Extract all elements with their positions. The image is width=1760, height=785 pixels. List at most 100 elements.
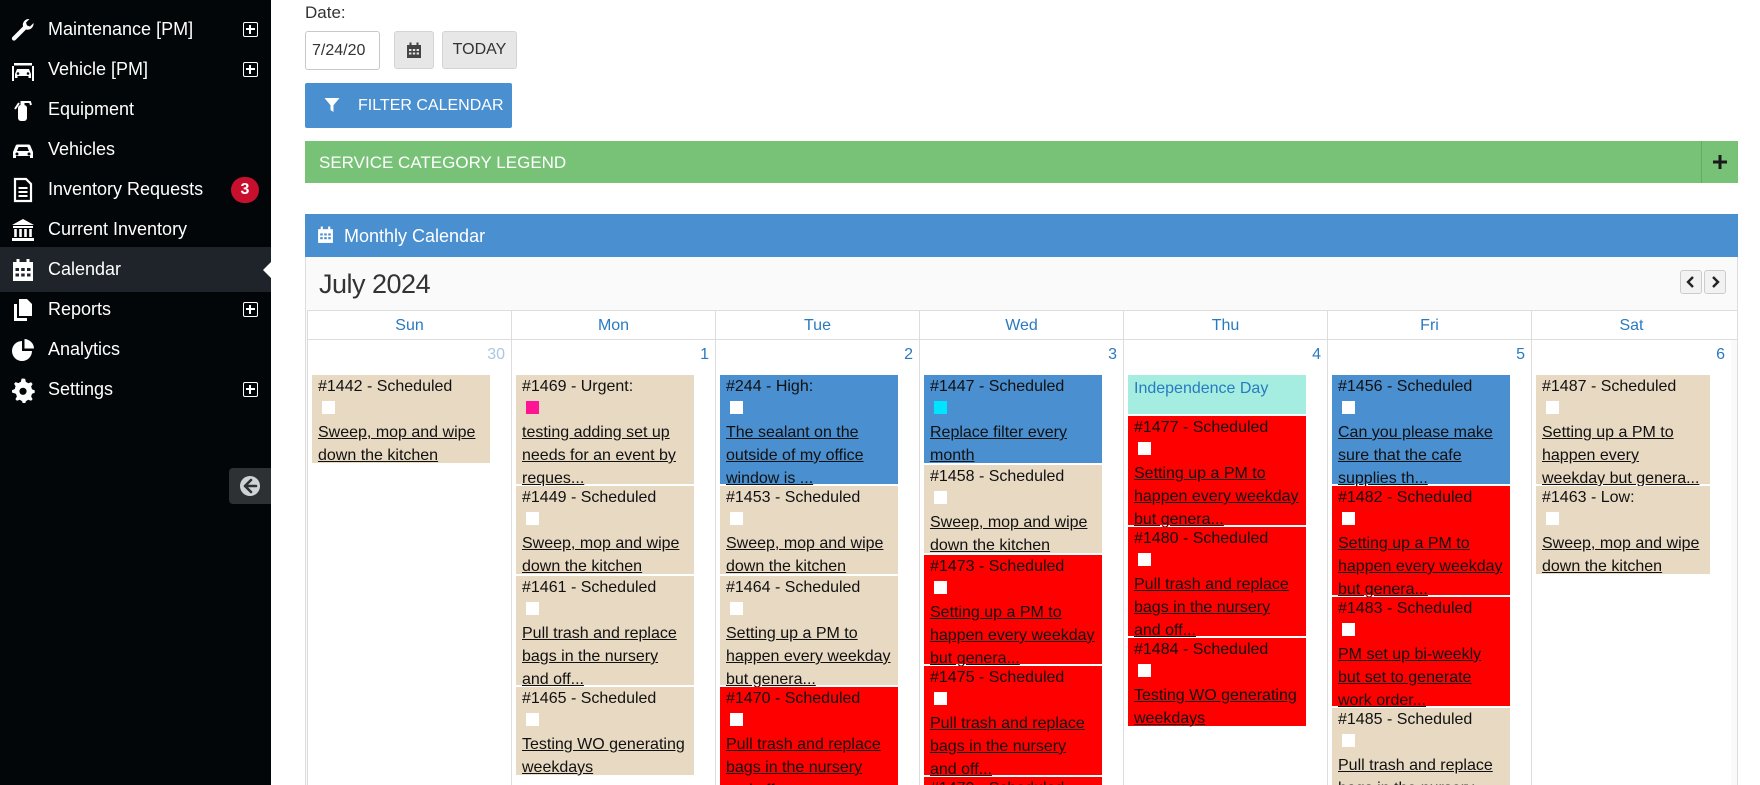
day-cell[interactable]: 4 Independence Day #1477 - Scheduled Settin… [1123, 340, 1327, 785]
today-button[interactable]: TODAY [442, 31, 517, 69]
sidebar-item-current-inventory[interactable]: Current Inventory [0, 207, 271, 252]
event-status-checkbox[interactable] [1138, 553, 1151, 566]
event-status-checkbox[interactable] [730, 713, 743, 726]
event-status-checkbox[interactable] [934, 581, 947, 594]
expand-plus-icon[interactable] [243, 22, 258, 37]
calendar-event[interactable]: #1487 - Scheduled Setting up a PM to happ… [1536, 375, 1710, 487]
sidebar-item-analytics[interactable]: Analytics [0, 327, 271, 372]
event-status-checkbox[interactable] [526, 512, 539, 525]
day-number[interactable]: 1 [700, 346, 709, 363]
event-status-checkbox[interactable] [526, 602, 539, 615]
holiday-event[interactable]: Independence Day [1128, 375, 1306, 414]
expand-plus-icon[interactable] [243, 382, 258, 397]
event-status-checkbox[interactable] [934, 491, 947, 504]
event-status-checkbox[interactable] [1546, 512, 1559, 525]
event-status-checkbox[interactable] [526, 401, 539, 414]
calendar-event[interactable]: #1456 - Scheduled Can you please make sur… [1332, 375, 1510, 487]
calendar-event[interactable]: #1465 - Scheduled Testing WO generating w… [516, 687, 694, 776]
calendar-event[interactable]: #1442 - Scheduled Sweep, mop and wipe dow… [312, 375, 490, 464]
sidebar-item-maintenance-pm[interactable]: Maintenance [PM] [0, 7, 271, 52]
calendar-event[interactable]: #244 - High: The sealant on the outside o… [720, 375, 898, 487]
service-category-legend-toggle[interactable]: SERVICE CATEGORY LEGEND [305, 141, 1738, 183]
sidebar-item-inventory-requests[interactable]: Inventory Requests 3 [0, 167, 271, 212]
event-status-checkbox[interactable] [1138, 442, 1151, 455]
calendar-event[interactable]: #1483 - Scheduled PM set up bi-weekly but… [1332, 597, 1510, 709]
prev-month-button[interactable] [1680, 270, 1702, 294]
event-status-checkbox[interactable] [1546, 401, 1559, 414]
calendar-event[interactable]: #1461 - Scheduled Pull trash and replace … [516, 576, 694, 688]
calendar-event[interactable]: #1470 - Scheduled Pull trash and replace … [720, 687, 898, 785]
day-cell[interactable]: 2 #244 - High: The sealant on the outside … [715, 340, 919, 785]
day-cell[interactable]: 30 #1442 - Scheduled Sweep, mop and wipe d… [307, 340, 511, 785]
date-picker-button[interactable] [394, 31, 434, 69]
event-status-checkbox[interactable] [730, 602, 743, 615]
calendar-event[interactable]: #1484 - Scheduled Testing WO generating w… [1128, 638, 1306, 727]
sidebar-item-settings[interactable]: Settings [0, 367, 271, 412]
event-description-link[interactable]: Setting up a PM to happen every weekday … [1542, 424, 1700, 487]
expand-plus-icon[interactable] [243, 62, 258, 77]
expand-plus-icon[interactable] [243, 302, 258, 317]
event-description-link[interactable]: Pull trash and replace bags in the nurse… [522, 625, 677, 688]
event-status-checkbox[interactable] [730, 401, 743, 414]
calendar-event[interactable]: #1449 - Scheduled Sweep, mop and wipe dow… [516, 486, 694, 575]
calendar-event[interactable]: #1453 - Scheduled Sweep, mop and wipe dow… [720, 486, 898, 575]
event-description-link[interactable]: Setting up a PM to happen every weekday … [930, 604, 1095, 667]
event-status-checkbox[interactable] [1342, 623, 1355, 636]
calendar-event[interactable]: #1477 - Scheduled Setting up a PM to happ… [1128, 416, 1306, 528]
calendar-event[interactable]: #1480 - Scheduled Pull trash and replace … [1128, 527, 1306, 639]
event-status-checkbox[interactable] [1342, 734, 1355, 747]
event-status-checkbox[interactable] [934, 692, 947, 705]
event-status-checkbox[interactable] [934, 401, 947, 414]
calendar-event[interactable]: #1485 - Scheduled Pull trash and replace … [1332, 708, 1510, 785]
day-cell[interactable]: 6 #1487 - Scheduled Setting up a PM to hap… [1531, 340, 1731, 785]
event-description-link[interactable]: Pull trash and replace bags in the nurse… [726, 736, 881, 785]
sidebar-item-vehicle-pm[interactable]: Vehicle [PM] [0, 47, 271, 92]
event-status-checkbox[interactable] [1342, 512, 1355, 525]
calendar-event[interactable]: #1447 - Scheduled Replace filter every mo… [924, 375, 1102, 464]
event-status-checkbox[interactable] [1342, 401, 1355, 414]
day-number[interactable]: 5 [1516, 346, 1525, 363]
event-status-checkbox[interactable] [526, 713, 539, 726]
day-number[interactable]: 4 [1312, 346, 1321, 363]
day-cell[interactable]: 1 #1469 - Urgent: testing adding set up ne… [511, 340, 715, 785]
day-number[interactable]: 3 [1108, 346, 1117, 363]
calendar-event[interactable]: #1464 - Scheduled Setting up a PM to happ… [720, 576, 898, 688]
next-month-button[interactable] [1704, 270, 1726, 294]
event-description-link[interactable]: Sweep, mop and wipe down the kitchen [318, 424, 476, 464]
sidebar-item-reports[interactable]: Reports [0, 287, 271, 332]
event-description-link[interactable]: The sealant on the outside of my office … [726, 424, 864, 487]
calendar-event[interactable]: #1479 - Scheduled [924, 777, 1102, 785]
day-cell[interactable]: 3 #1447 - Scheduled Replace filter every m… [919, 340, 1123, 785]
event-description-link[interactable]: testing adding set up needs for an event… [522, 424, 676, 487]
calendar-event[interactable]: #1469 - Urgent: testing adding set up nee… [516, 375, 694, 487]
day-number[interactable]: 6 [1716, 346, 1725, 363]
day-number[interactable]: 30 [487, 346, 505, 363]
sidebar-item-vehicles[interactable]: Vehicles [0, 127, 271, 172]
event-description-link[interactable]: Sweep, mop and wipe down the kitchen [726, 535, 884, 575]
calendar-event[interactable]: #1473 - Scheduled Setting up a PM to happ… [924, 555, 1102, 667]
event-status-checkbox[interactable] [1138, 664, 1151, 677]
event-status-checkbox[interactable] [730, 512, 743, 525]
event-description-link[interactable]: Pull trash and replace bags in the nurse… [930, 715, 1085, 778]
event-description-link[interactable]: Testing WO generating weekdays [522, 736, 685, 776]
calendar-event[interactable]: #1482 - Scheduled Setting up a PM to happ… [1332, 486, 1510, 598]
event-description-link[interactable]: Setting up a PM to happen every weekday … [1338, 535, 1503, 598]
sidebar-collapse-button[interactable] [229, 468, 271, 504]
date-input[interactable] [305, 31, 380, 70]
filter-calendar-button[interactable]: FILTER CALENDAR [305, 83, 512, 128]
event-description-link[interactable]: Sweep, mop and wipe down the kitchen [522, 535, 680, 575]
calendar-event[interactable]: #1458 - Scheduled Sweep, mop and wipe dow… [924, 465, 1102, 554]
event-description-link[interactable]: Sweep, mop and wipe down the kitchen [1542, 535, 1700, 575]
event-description-link[interactable]: Can you please make sure that the cafe s… [1338, 424, 1493, 487]
event-description-link[interactable]: Pull trash and replace bags in the nurse… [1338, 757, 1493, 785]
sidebar-item-calendar[interactable]: Calendar [0, 247, 271, 292]
event-description-link[interactable]: Setting up a PM to happen every weekday … [726, 625, 891, 688]
event-description-link[interactable]: Testing WO generating weekdays [1134, 687, 1297, 727]
event-description-link[interactable]: PM set up bi-weekly but set to generate … [1338, 646, 1482, 709]
calendar-event[interactable]: #1463 - Low: Sweep, mop and wipe down the… [1536, 486, 1710, 575]
event-description-link[interactable]: Replace filter every month [930, 424, 1067, 464]
day-number[interactable]: 2 [904, 346, 913, 363]
day-cell[interactable]: 5 #1456 - Scheduled Can you please make su… [1327, 340, 1531, 785]
legend-expand-button[interactable] [1701, 141, 1738, 183]
sidebar-item-equipment[interactable]: Equipment [0, 87, 271, 132]
